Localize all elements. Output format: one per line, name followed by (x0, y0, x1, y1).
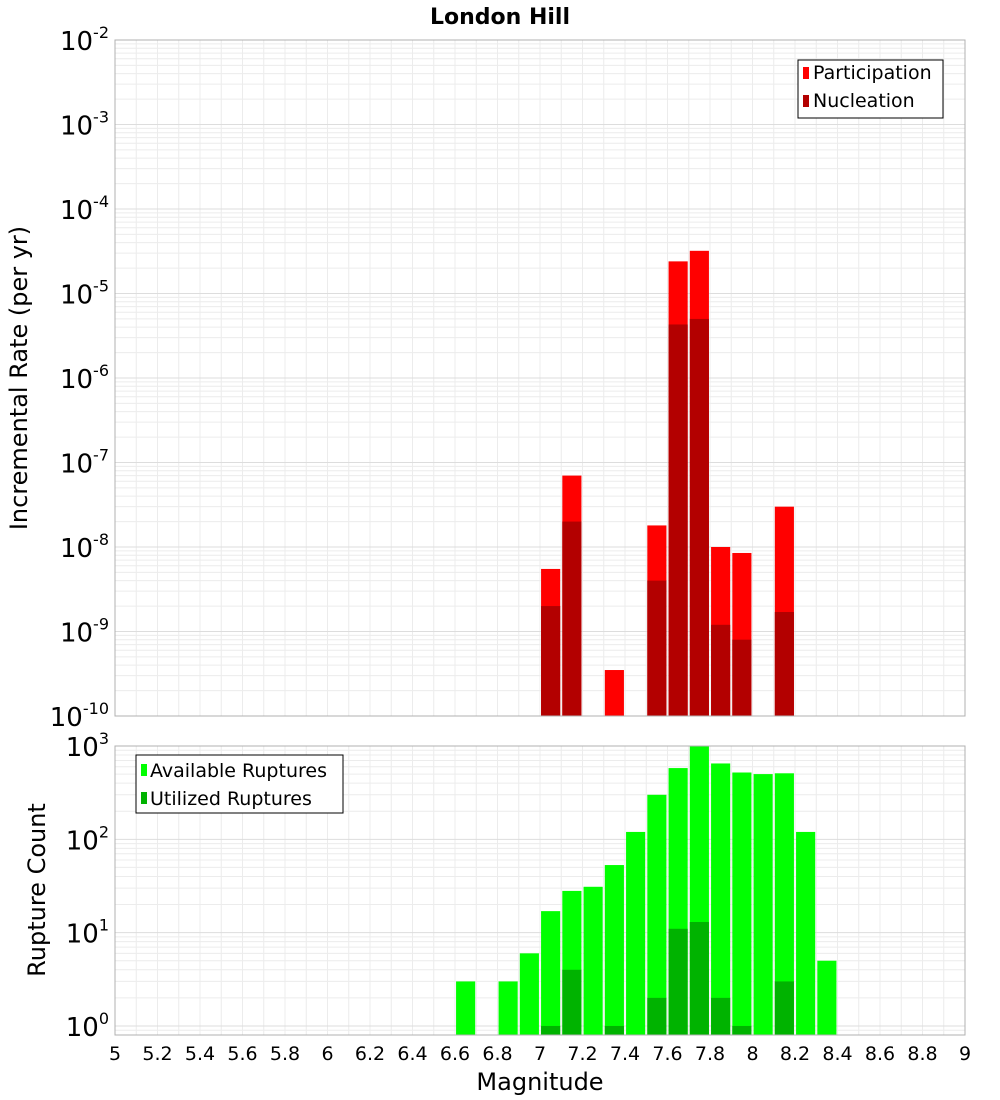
top-bar-nucleation (541, 606, 561, 716)
x-tick-label: 7.8 (695, 1043, 725, 1065)
bottom-legend-box (135, 754, 344, 814)
bottom-bar-available-ruptures (711, 763, 731, 1035)
y-tick-label: 10-9 (60, 615, 109, 649)
x-tick-label: 5.2 (142, 1043, 172, 1065)
x-tick-label: 6.6 (440, 1043, 470, 1065)
bottom-bar-available-ruptures (774, 773, 794, 1035)
bottom-y-axis-label: Rupture Count (23, 803, 51, 977)
bottom-bar-utilized-ruptures (604, 1025, 624, 1035)
top-bar-nucleation (711, 624, 731, 716)
bottom-bar-utilized-ruptures (541, 1025, 561, 1035)
top-bar-nucleation (689, 318, 709, 716)
legend-swatch-available (141, 764, 147, 776)
x-tick-label: 8.6 (865, 1043, 895, 1065)
x-tick-label: 8.2 (780, 1043, 810, 1065)
x-tick-label: 8.4 (822, 1043, 852, 1065)
top-legend-box (797, 59, 944, 119)
bottom-bar-available-ruptures (796, 831, 816, 1035)
bottom-bar-available-ruptures (541, 911, 561, 1035)
legend-label-nucleation: Nucleation (813, 90, 915, 112)
x-tick-labels: 5 5.2 5.4 5.6 5.8 6 6.2 6.4 6.6 6.8 7 7.2 7.4 7.6 7.8 8… (109, 1043, 971, 1065)
bottom-plot-frame (114, 745, 966, 1036)
bottom-bar-available-ruptures (604, 865, 624, 1035)
bottom-bar-available-ruptures (626, 831, 646, 1035)
bottom-bar-utilized-ruptures (711, 997, 731, 1035)
bottom-bar-available-ruptures (732, 772, 752, 1035)
y-tick-label: 10-6 (60, 361, 109, 395)
top-bar-participation (604, 670, 624, 716)
top-bar-nucleation (647, 580, 667, 716)
top-grid (114, 39, 966, 717)
bottom-bars (456, 746, 837, 1035)
top-bar-nucleation (774, 612, 794, 716)
y-tick-label: 10-3 (60, 108, 109, 142)
legend-swatch-nucleation (803, 95, 809, 107)
legend-label-available: Available Ruptures (150, 760, 327, 782)
y-tick-label: 103 (66, 729, 109, 763)
bottom-bar-utilized-ruptures (774, 981, 794, 1035)
legend-swatch-participation (803, 67, 809, 79)
x-tick-label: 6.8 (482, 1043, 512, 1065)
top-bar-nucleation (668, 324, 688, 716)
top-y-tick-labels: 10-10 10-9 10-8 10-7 10-6 10-5 10-4 10-3 10-2 (50, 23, 109, 733)
top-bars (541, 250, 794, 716)
x-tick-label: 6.2 (355, 1043, 385, 1065)
top-bar-nucleation (732, 639, 752, 716)
y-tick-label: 101 (66, 916, 109, 950)
bottom-bar-available-ruptures (519, 953, 539, 1035)
y-tick-label: 10-5 (60, 277, 109, 311)
x-tick-label: 9 (959, 1043, 971, 1065)
bottom-y-tick-labels: 100 101 102 103 (66, 729, 109, 1043)
y-tick-label: 10-2 (60, 23, 109, 57)
x-tick-label: 6 (321, 1043, 333, 1065)
top-y-axis-label: Incremental Rate (per yr) (5, 226, 33, 530)
bottom-bar-available-ruptures (498, 981, 518, 1035)
legend-label-participation: Participation (813, 62, 932, 84)
y-tick-label: 102 (66, 822, 109, 856)
bottom-bar-available-ruptures (817, 960, 837, 1035)
legend-label-utilized: Utilized Ruptures (150, 788, 312, 810)
y-tick-label: 100 (66, 1009, 109, 1043)
x-tick-label: 7 (534, 1043, 546, 1065)
bottom-legend: Available Ruptures Utilized Ruptures (135, 754, 344, 814)
bottom-bar-available-ruptures (647, 794, 667, 1035)
top-plot-frame (114, 39, 966, 717)
bottom-bar-available-ruptures (753, 774, 773, 1035)
bottom-bar-utilized-ruptures (562, 969, 582, 1035)
x-tick-label: 8.8 (907, 1043, 937, 1065)
top-legend: Participation Nucleation (797, 59, 944, 119)
x-tick-label: 5.4 (185, 1043, 215, 1065)
y-tick-label: 10-10 (50, 699, 109, 733)
x-tick-label: 5.8 (270, 1043, 300, 1065)
bottom-bar-available-ruptures (456, 981, 476, 1035)
bottom-bar-utilized-ruptures (732, 1025, 752, 1035)
y-tick-label: 10-7 (60, 446, 109, 480)
legend-swatch-utilized (141, 792, 147, 804)
top-bar-nucleation (562, 521, 582, 716)
top-panel: 10-10 10-9 10-8 10-7 10-6 10-5 10-4 10-3 10-2 In… (5, 23, 966, 733)
bottom-bar-utilized-ruptures (647, 997, 667, 1035)
y-tick-label: 10-4 (60, 192, 109, 226)
y-tick-label: 10-8 (60, 530, 109, 564)
bottom-bar-utilized-ruptures (689, 922, 709, 1035)
chart-title: London Hill (430, 5, 570, 30)
x-tick-label: 8 (746, 1043, 758, 1065)
x-tick-label: 5.6 (227, 1043, 257, 1065)
x-tick-label: 6.4 (397, 1043, 427, 1065)
x-tick-label: 5 (109, 1043, 121, 1065)
x-axis-label: Magnitude (476, 1068, 603, 1096)
bottom-panel: 100 101 102 103 5 5.2 5.4 5.6 5.8 6 6.2 6.4 6.6 6.8 7… (23, 729, 971, 1096)
x-tick-label: 7.2 (567, 1043, 597, 1065)
bottom-bar-available-ruptures (583, 886, 603, 1035)
x-tick-label: 7.4 (610, 1043, 640, 1065)
x-tick-label: 7.6 (652, 1043, 682, 1065)
bottom-bar-utilized-ruptures (668, 928, 688, 1035)
